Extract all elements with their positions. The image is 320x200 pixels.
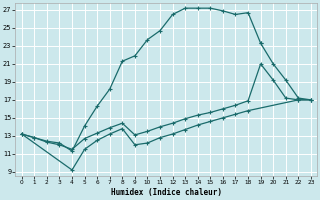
X-axis label: Humidex (Indice chaleur): Humidex (Indice chaleur) bbox=[111, 188, 222, 197]
